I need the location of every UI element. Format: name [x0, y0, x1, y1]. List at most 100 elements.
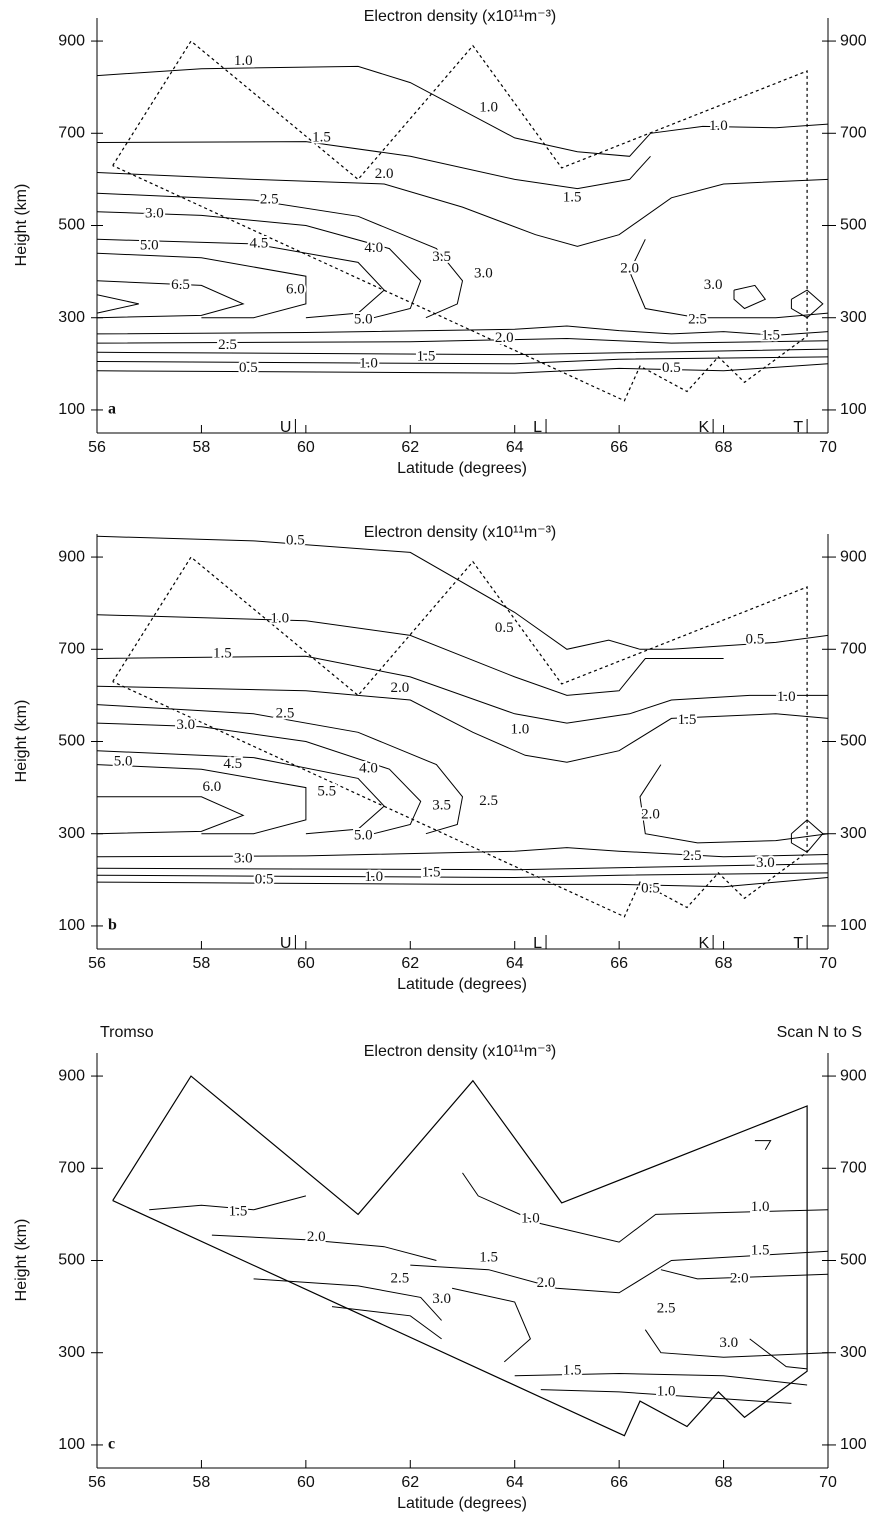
- scan-outline: [112, 1075, 808, 1437]
- x-tick-label: 62: [401, 439, 419, 456]
- contour-line: [96, 764, 307, 835]
- contour-label: 1.0: [511, 721, 530, 737]
- x-label: Latitude (degrees): [397, 976, 527, 993]
- contour-line: [96, 685, 829, 763]
- y-tick-label: 300: [840, 825, 867, 842]
- contour-line: [96, 872, 829, 879]
- contour-label: 5.0: [354, 827, 373, 843]
- y-label: Height (km): [13, 1219, 30, 1302]
- contour-label: 3.0: [432, 1291, 451, 1307]
- contour-label: 4.5: [249, 235, 268, 251]
- y-label: Height (km): [13, 700, 30, 783]
- contour-label: 6.0: [286, 281, 305, 297]
- x-label: Latitude (degrees): [397, 1495, 527, 1512]
- station-label: T: [793, 935, 803, 952]
- y-tick-label: 700: [840, 640, 867, 657]
- x-tick-label: 62: [401, 1474, 419, 1491]
- station-label: K: [698, 419, 709, 436]
- x-tick-label: 56: [88, 439, 106, 456]
- contour-line: [149, 1195, 307, 1211]
- x-label: Latitude (degrees): [397, 460, 527, 477]
- contour-line: [331, 1306, 442, 1340]
- panel-label: c: [108, 1436, 115, 1453]
- contour-line: [749, 1338, 808, 1370]
- contour-label: 0.5: [255, 871, 274, 887]
- x-tick-label: 64: [506, 1474, 524, 1491]
- x-tick-label: 70: [819, 439, 837, 456]
- y-tick-label: 900: [58, 548, 85, 565]
- contour-label: 3.0: [719, 1335, 738, 1351]
- contour-label: 1.5: [213, 645, 232, 661]
- contour-line: [96, 211, 422, 319]
- y-tick-label: 500: [58, 733, 85, 750]
- y-tick-label: 100: [840, 1436, 867, 1453]
- contour-label: 1.5: [417, 348, 436, 364]
- contour-label: 2.0: [390, 680, 409, 696]
- contour-label: 0.5: [746, 631, 765, 647]
- contour-label: 2.5: [276, 705, 295, 721]
- y-tick-label: 100: [58, 917, 85, 934]
- x-tick-label: 62: [401, 955, 419, 972]
- contour-label: 1.0: [364, 869, 383, 885]
- contour-line: [754, 1140, 772, 1151]
- y-tick-label: 300: [58, 1344, 85, 1361]
- contour-label: 2.0: [495, 330, 514, 346]
- panel-label: a: [108, 401, 116, 418]
- contour-label: 1.0: [479, 99, 498, 115]
- contour-label: 1.0: [234, 53, 253, 69]
- contour-line: [410, 1250, 829, 1294]
- x-tick-label: 56: [88, 1474, 106, 1491]
- contour-label: 2.5: [218, 337, 237, 353]
- x-tick-label: 70: [819, 1474, 837, 1491]
- scan-outline: [112, 556, 808, 918]
- y-tick-label: 700: [58, 640, 85, 657]
- y-tick-label: 700: [58, 1159, 85, 1176]
- y-tick-label: 900: [840, 1067, 867, 1084]
- x-tick-label: 58: [193, 439, 211, 456]
- contour-label: 0.5: [495, 620, 514, 636]
- contour-line: [96, 356, 829, 365]
- contour-line: [96, 141, 651, 190]
- contour-label: 3.0: [756, 855, 775, 871]
- contour-line: [96, 337, 829, 344]
- y-tick-label: 100: [840, 401, 867, 418]
- contour-line: [514, 1372, 808, 1386]
- title: Electron density (x10¹¹m⁻³): [364, 1043, 557, 1060]
- contour-line: [96, 796, 245, 835]
- x-tick-label: 58: [193, 1474, 211, 1491]
- contour-line: [96, 65, 829, 157]
- contour-line: [644, 1329, 829, 1358]
- contour-line: [96, 325, 829, 336]
- contour-line: [96, 877, 829, 888]
- contour-line: [790, 289, 824, 319]
- contour-label: 4.5: [223, 756, 242, 772]
- x-tick-label: 68: [715, 955, 733, 972]
- y-tick-label: 100: [840, 917, 867, 934]
- contour-line: [96, 172, 829, 247]
- x-tick-label: 60: [297, 955, 315, 972]
- y-tick-label: 100: [58, 1436, 85, 1453]
- contour-line: [96, 363, 829, 374]
- contour-line: [96, 863, 829, 871]
- y-tick-label: 900: [840, 548, 867, 565]
- contour-label: 1.5: [751, 1243, 770, 1259]
- y-tick-label: 300: [58, 309, 85, 326]
- y-tick-label: 900: [840, 32, 867, 49]
- contour-label: 1.5: [479, 1250, 498, 1266]
- contour-label: 4.0: [364, 240, 383, 256]
- x-tick-label: 64: [506, 439, 524, 456]
- y-tick-label: 100: [58, 401, 85, 418]
- contour-line: [96, 655, 828, 724]
- contour-line: [660, 1269, 829, 1280]
- x-tick-label: 60: [297, 439, 315, 456]
- contour-line: [96, 750, 385, 835]
- station-label: L: [533, 935, 542, 952]
- scan-outline: [112, 40, 808, 402]
- contour-label: 3.0: [474, 265, 493, 281]
- y-tick-label: 900: [58, 32, 85, 49]
- panel-label: b: [108, 917, 117, 934]
- contour-line: [96, 252, 307, 319]
- y-tick-label: 900: [58, 1067, 85, 1084]
